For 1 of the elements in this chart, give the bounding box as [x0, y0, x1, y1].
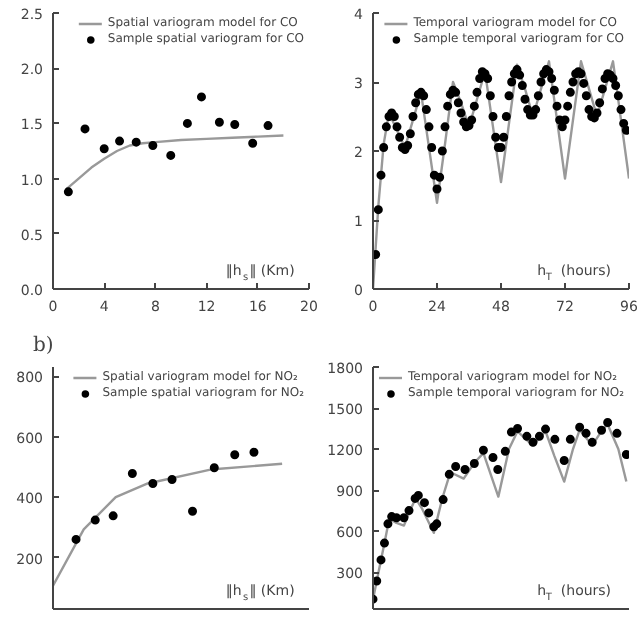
text: b)	[33, 335, 54, 357]
